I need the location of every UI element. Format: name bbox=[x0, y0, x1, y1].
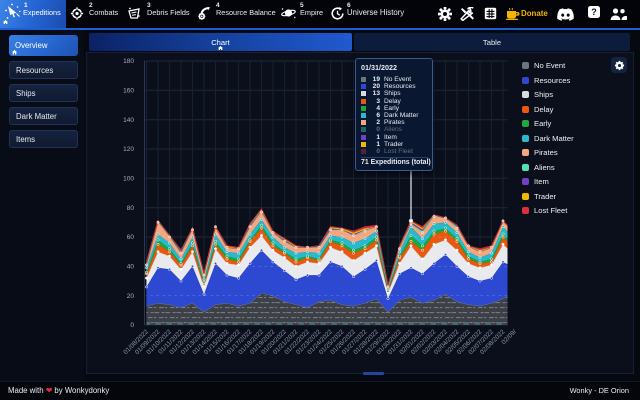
svg-text:80: 80 bbox=[127, 205, 135, 212]
svg-text:120: 120 bbox=[123, 146, 134, 153]
svg-text:100: 100 bbox=[123, 176, 134, 183]
svg-text:20: 20 bbox=[127, 293, 135, 300]
svg-text:40: 40 bbox=[127, 264, 135, 271]
svg-text:60: 60 bbox=[127, 234, 135, 241]
svg-text:160: 160 bbox=[123, 88, 134, 95]
svg-text:0: 0 bbox=[130, 322, 134, 329]
svg-text:180: 180 bbox=[123, 58, 134, 65]
svg-text:140: 140 bbox=[123, 117, 134, 124]
